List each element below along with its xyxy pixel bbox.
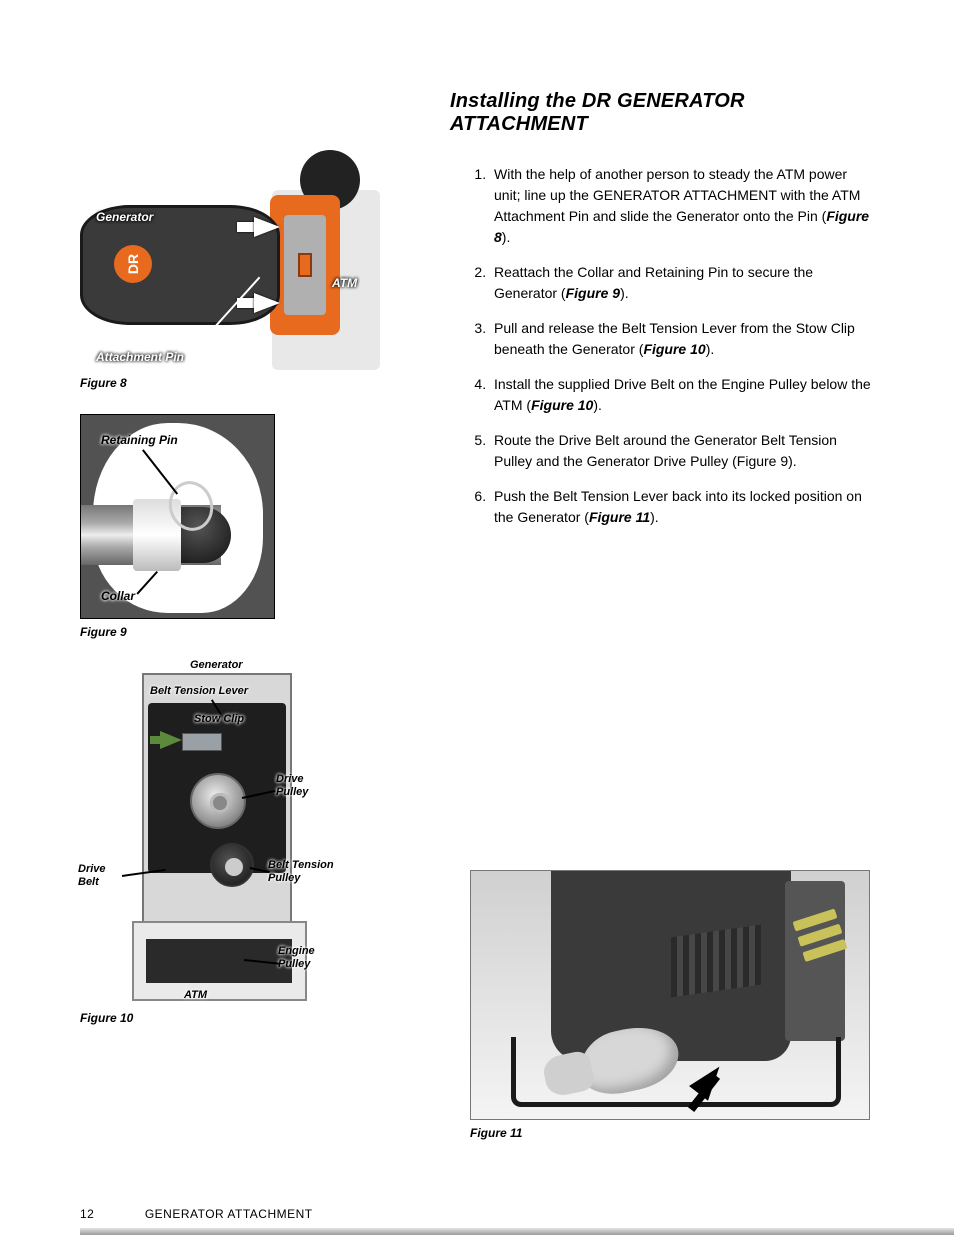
label-retaining-pin: Retaining Pin <box>101 433 178 447</box>
label-generator: Generator <box>96 210 153 224</box>
label-atm: ATM <box>332 276 357 290</box>
step-item: Install the supplied Drive Belt on the E… <box>490 374 874 416</box>
step-item: Reattach the Collar and Retaining Pin to… <box>490 262 874 304</box>
steps-list: With the help of another person to stead… <box>450 164 874 528</box>
figure-8-caption: Figure 8 <box>80 376 400 390</box>
dr-logo-icon: DR <box>114 245 152 283</box>
step-item: Pull and release the Belt Tension Lever … <box>490 318 874 360</box>
step-item: With the help of another person to stead… <box>490 164 874 248</box>
label-belt-tension-pulley: Belt Tension Pulley <box>268 859 338 884</box>
figure-9-caption: Figure 9 <box>80 625 400 639</box>
figure-11: Figure 11 <box>470 870 870 1140</box>
step-item: Route the Drive Belt around the Generato… <box>490 430 874 472</box>
page-number: 12 <box>80 1207 94 1221</box>
figure-11-caption: Figure 11 <box>470 1126 870 1140</box>
label-drive-belt: Drive Belt <box>78 863 124 888</box>
label-collar: Collar <box>101 589 135 603</box>
label-atm-10: ATM <box>184 989 207 1001</box>
label-stow-clip: Stow Clip <box>194 713 244 725</box>
label-drive-pulley: Drive Pulley <box>276 773 326 798</box>
figure-9: Retaining Pin Collar Figure 9 <box>80 414 400 639</box>
label-engine-pulley: Engine Pulley <box>278 945 328 970</box>
section-title: Installing the DR GENERATOR ATTACHMENT <box>450 90 874 136</box>
label-attachment-pin: Attachment Pin <box>96 350 184 364</box>
footer-bar <box>80 1228 954 1235</box>
label-generator-10: Generator <box>190 659 243 671</box>
figures-column: DR Generator Attachment Pin ATM Figure 8 <box>80 90 400 1049</box>
footer-title: GENERATOR ATTACHMENT <box>145 1207 313 1221</box>
figure-8: DR Generator Attachment Pin ATM Figure 8 <box>80 150 400 390</box>
label-belt-tension-lever: Belt Tension Lever <box>150 685 248 697</box>
page-footer: 12 GENERATOR ATTACHMENT <box>80 1205 874 1223</box>
step-item: Push the Belt Tension Lever back into it… <box>490 486 874 528</box>
figure-10: Generator Belt Tension Lever Stow Clip D… <box>80 663 380 1025</box>
